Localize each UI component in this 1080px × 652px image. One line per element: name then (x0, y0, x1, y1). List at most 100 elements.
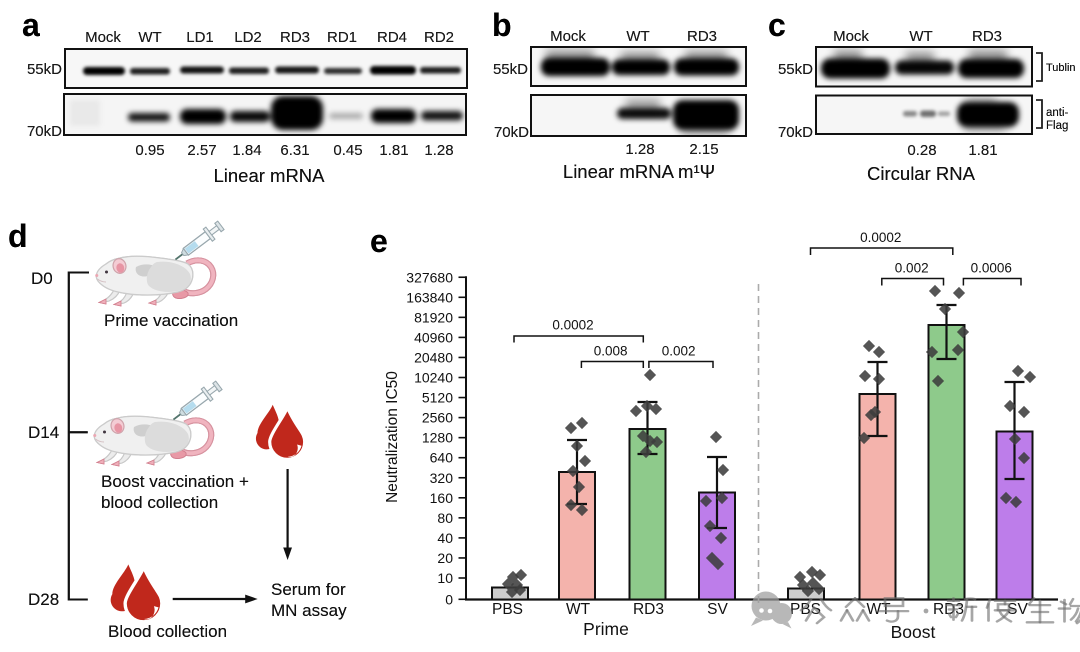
svg-text:D28: D28 (28, 590, 59, 609)
svg-text:c: c (768, 7, 786, 43)
svg-text:D0: D0 (31, 269, 53, 288)
svg-text:2560: 2560 (422, 410, 453, 426)
svg-text:70kD: 70kD (27, 123, 62, 140)
svg-text:Boost: Boost (891, 622, 936, 642)
svg-text:Circular RNA: Circular RNA (867, 163, 976, 184)
svg-text:MN assay: MN assay (271, 601, 347, 620)
svg-text:0.45: 0.45 (333, 142, 362, 159)
svg-text:55kD: 55kD (27, 61, 62, 78)
svg-text:163840: 163840 (406, 289, 453, 305)
svg-text:2.57: 2.57 (187, 142, 216, 159)
svg-text:20480: 20480 (414, 349, 453, 365)
svg-text:c: c (768, 7, 786, 43)
svg-text:0.95: 0.95 (135, 142, 164, 159)
svg-text:70kD: 70kD (778, 124, 813, 141)
svg-text:0.95: 0.95 (135, 142, 164, 159)
svg-text:1.28: 1.28 (424, 142, 453, 159)
svg-text:RD4: RD4 (377, 29, 407, 46)
svg-text:anti-: anti- (1046, 107, 1069, 119)
svg-text:RD1: RD1 (327, 29, 357, 46)
svg-text:b: b (492, 7, 512, 43)
svg-text:0.28: 0.28 (907, 142, 936, 159)
svg-text:Mock: Mock (550, 28, 586, 45)
svg-text:55kD: 55kD (778, 61, 813, 78)
svg-text:Serum for: Serum for (271, 580, 346, 599)
svg-text:D28: D28 (28, 590, 59, 609)
svg-text:0.0006: 0.0006 (971, 261, 1012, 276)
svg-text:RD1: RD1 (327, 29, 357, 46)
svg-text:LD2: LD2 (234, 29, 262, 46)
svg-text:2.15: 2.15 (689, 141, 718, 158)
svg-text:b: b (492, 7, 512, 43)
svg-text:RD3: RD3 (687, 28, 717, 45)
svg-text:d: d (8, 218, 28, 254)
svg-text:10240: 10240 (414, 370, 453, 386)
svg-text:MN assay: MN assay (271, 601, 347, 620)
svg-text:Neutralization IC50: Neutralization IC50 (384, 371, 401, 503)
svg-text:WT: WT (138, 29, 161, 46)
svg-text:LD2: LD2 (234, 29, 262, 46)
svg-text:1.81: 1.81 (379, 142, 408, 159)
svg-text:RD2: RD2 (424, 29, 454, 46)
svg-text:1.28: 1.28 (424, 142, 453, 159)
svg-text:LD1: LD1 (186, 29, 214, 46)
svg-text:10: 10 (437, 570, 453, 586)
svg-text:WT: WT (138, 29, 161, 46)
svg-text:0.45: 0.45 (333, 142, 362, 159)
svg-text:Mock: Mock (85, 29, 121, 46)
svg-text:blood collection: blood collection (101, 493, 218, 512)
svg-text:Mock: Mock (833, 28, 869, 45)
svg-text:Mock: Mock (833, 28, 869, 45)
svg-text:PBS: PBS (492, 601, 523, 618)
svg-text:81920: 81920 (414, 309, 453, 325)
svg-text:640: 640 (430, 450, 454, 466)
svg-text:2.57: 2.57 (187, 142, 216, 159)
svg-text:D0: D0 (31, 269, 53, 288)
svg-text:Prime vaccination: Prime vaccination (104, 311, 238, 330)
svg-text:1280: 1280 (422, 430, 453, 446)
svg-text:1.28: 1.28 (625, 141, 654, 158)
svg-text:55kD: 55kD (493, 61, 528, 78)
svg-text:Boost vaccination +: Boost vaccination + (101, 472, 249, 491)
svg-text:20: 20 (437, 550, 453, 566)
svg-text:Flag: Flag (1046, 120, 1068, 132)
svg-text:blood collection: blood collection (101, 493, 218, 512)
svg-text:RD3: RD3 (280, 29, 310, 46)
svg-text:1.84: 1.84 (232, 142, 261, 159)
svg-text:Tublin: Tublin (1046, 62, 1076, 74)
svg-text:SV: SV (1007, 601, 1028, 618)
svg-text:320: 320 (430, 470, 454, 486)
svg-text:RD2: RD2 (424, 29, 454, 46)
svg-text:80: 80 (437, 510, 453, 526)
svg-text:0.002: 0.002 (895, 261, 929, 276)
svg-text:Tublin: Tublin (1046, 62, 1076, 74)
svg-text:WT: WT (909, 28, 932, 45)
svg-text:0: 0 (445, 591, 453, 607)
svg-text:e: e (370, 223, 388, 259)
svg-text:Blood collection: Blood collection (108, 622, 227, 641)
svg-text:70kD: 70kD (494, 124, 529, 141)
svg-text:Circular RNA: Circular RNA (867, 163, 976, 184)
svg-text:SV: SV (707, 601, 728, 618)
svg-text:WT: WT (866, 601, 891, 618)
svg-text:LD1: LD1 (186, 29, 214, 46)
svg-text:0.002: 0.002 (662, 344, 696, 359)
svg-text:anti-: anti- (1046, 107, 1069, 119)
svg-text:70kD: 70kD (494, 124, 529, 141)
svg-text:D14: D14 (28, 423, 59, 442)
svg-text:327680: 327680 (406, 269, 453, 285)
svg-text:55kD: 55kD (27, 61, 62, 78)
svg-text:6.31: 6.31 (280, 142, 309, 159)
svg-text:RD4: RD4 (377, 29, 407, 46)
svg-text:Boost vaccination +: Boost vaccination + (101, 472, 249, 491)
svg-text:0.0002: 0.0002 (552, 318, 593, 333)
svg-text:0.0002: 0.0002 (860, 230, 901, 245)
svg-text:1.84: 1.84 (232, 142, 261, 159)
svg-text:1.81: 1.81 (379, 142, 408, 159)
svg-text:2.15: 2.15 (689, 141, 718, 158)
svg-text:RD3: RD3 (633, 601, 664, 618)
svg-text:70kD: 70kD (778, 124, 813, 141)
svg-text:0.28: 0.28 (907, 142, 936, 159)
svg-text:0.008: 0.008 (594, 344, 628, 359)
svg-text:1.28: 1.28 (625, 141, 654, 158)
